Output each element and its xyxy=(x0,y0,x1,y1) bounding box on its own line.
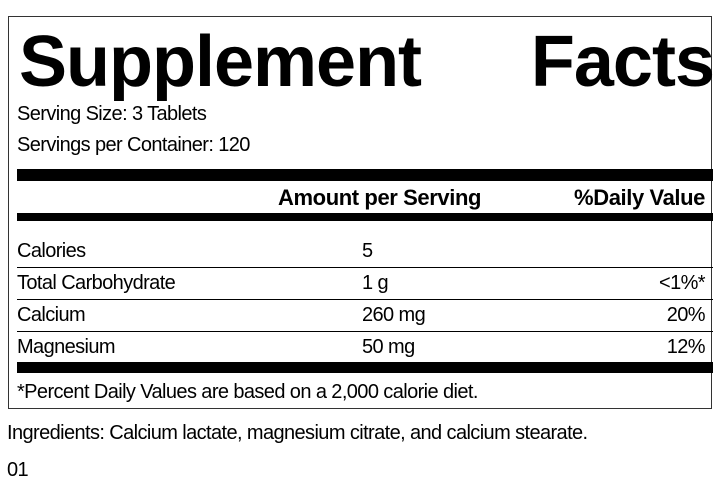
row-daily-value: <1%* xyxy=(659,272,706,294)
header-daily-value: %Daily Value xyxy=(574,185,705,210)
row-name: Magnesium xyxy=(17,336,116,358)
row-name: Calcium xyxy=(17,304,86,326)
panel-title: Supplement Facts xyxy=(19,22,715,102)
row-amount: 1 g xyxy=(362,272,389,294)
serving-size: Serving Size: 3 Tablets xyxy=(17,103,207,125)
row-name: Total Carbohydrate xyxy=(17,272,176,294)
divider-bar xyxy=(17,169,713,181)
ingredients: Ingredients: Calcium lactate, magnesium … xyxy=(7,422,588,444)
supplement-facts-panel: Supplement Facts Serving Size: 3 Tablets … xyxy=(8,16,715,409)
row-divider xyxy=(17,299,713,300)
row-daily-value: 20% xyxy=(666,304,706,326)
title-word: Facts xyxy=(530,22,715,102)
row-daily-value: 12% xyxy=(666,336,706,358)
divider-bar xyxy=(17,213,713,221)
row-name: Calories xyxy=(17,240,86,262)
divider-bar xyxy=(17,362,713,373)
code: 01 xyxy=(7,459,29,481)
row-amount: 260 mg xyxy=(362,304,426,326)
header-amount: Amount per Serving xyxy=(278,185,482,210)
row-divider xyxy=(17,267,713,268)
row-amount: 50 mg xyxy=(362,336,415,358)
title-word: Supplement xyxy=(19,22,422,102)
row-amount: 5 xyxy=(362,240,373,262)
footnote: *Percent Daily Values are based on a 2,0… xyxy=(17,381,478,403)
row-divider xyxy=(17,331,713,332)
servings-per-container: Servings per Container: 120 xyxy=(17,134,250,156)
